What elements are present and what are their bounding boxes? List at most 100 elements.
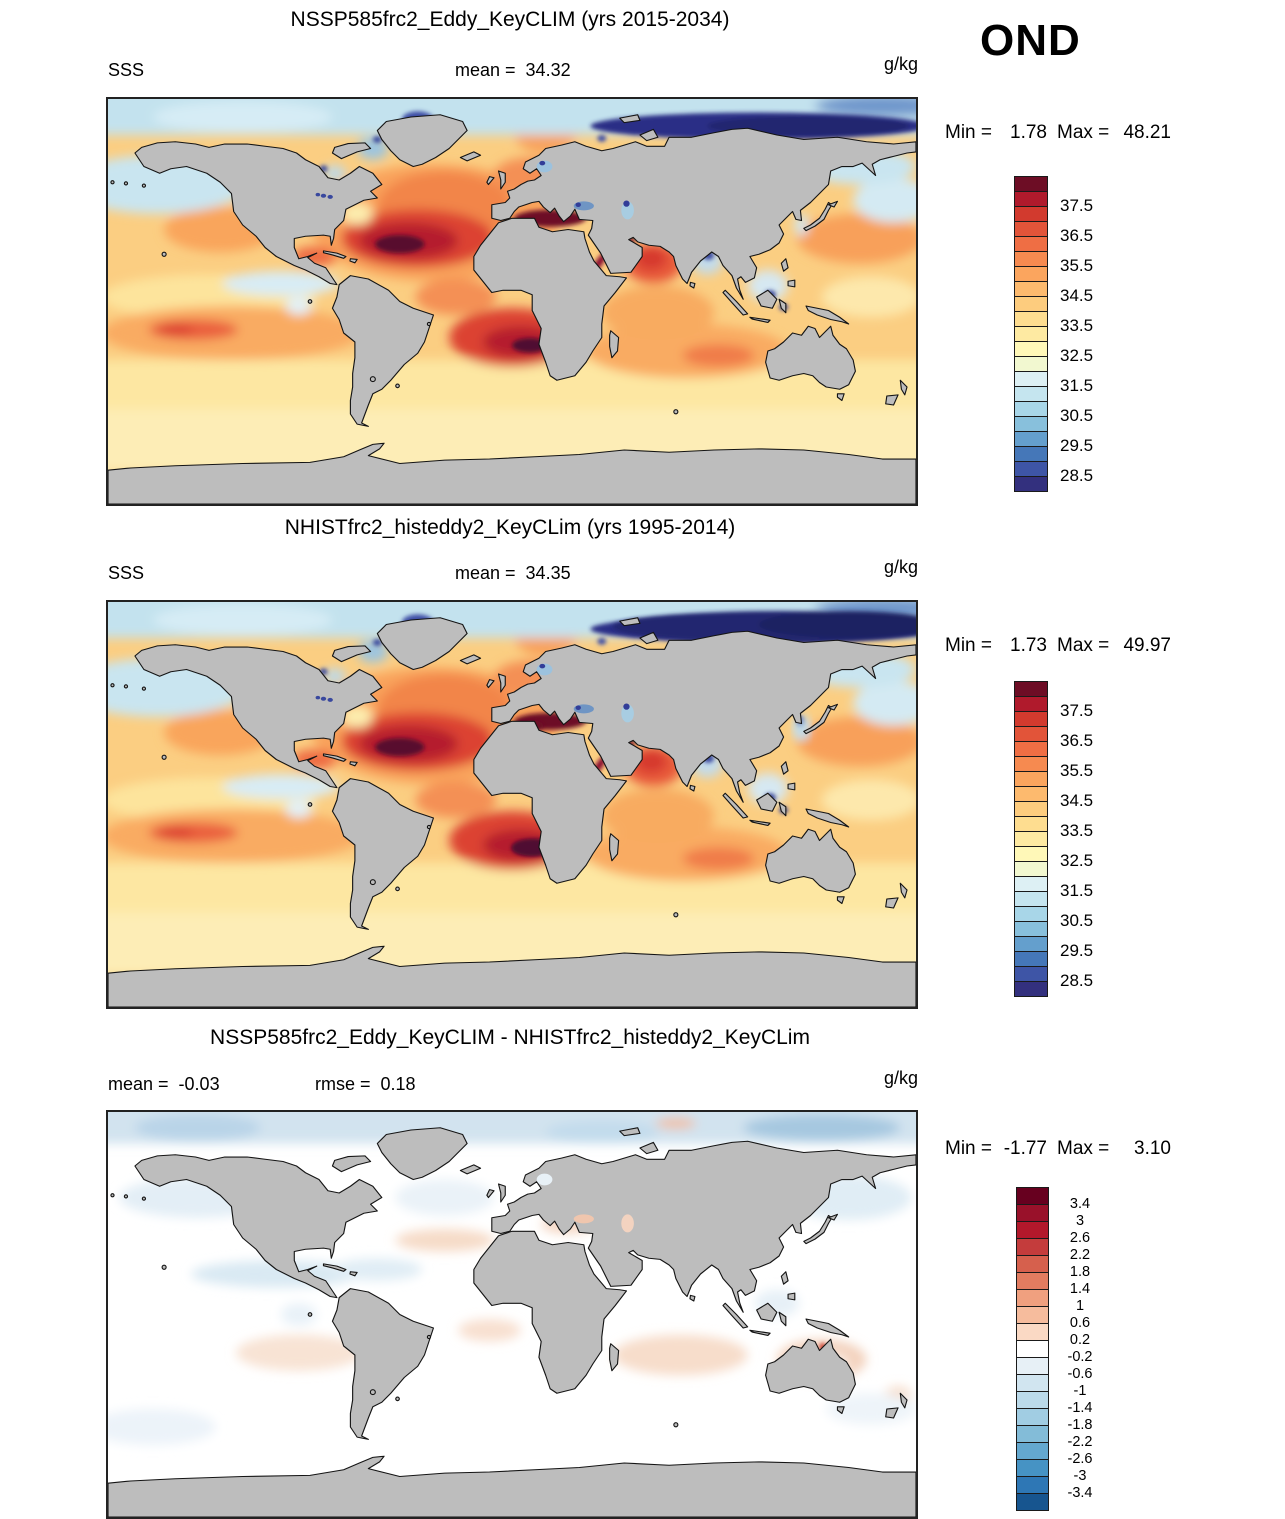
colorbar-tick-label: 33.5: [1060, 316, 1094, 335]
colorbar-segment: [1016, 1442, 1049, 1460]
colorbar-segment: [1014, 476, 1048, 492]
colorbar-segment: [1016, 1374, 1049, 1392]
colorbar-segment: [1014, 756, 1048, 772]
panel3-rmse-value: 0.18: [380, 1074, 416, 1094]
panel2-max-label: Max =: [1057, 635, 1110, 656]
panel3-max-value: 3.10: [1134, 1138, 1171, 1159]
panel2-min-label: Min =: [945, 635, 992, 656]
panel1-max-label: Max =: [1057, 122, 1110, 143]
panel3-minmax-readout: Min = -1.77 Max = 3.10: [945, 1138, 1171, 1160]
colorbar-tick-label: 31.5: [1060, 376, 1094, 395]
panel3-map: [106, 1110, 918, 1519]
colorbar-segment: [1014, 236, 1048, 252]
colorbar-tick-label: 29.5: [1060, 941, 1094, 960]
colorbar-segment: [1014, 936, 1048, 952]
colorbar-segment: [1014, 771, 1048, 787]
colorbar-segment: [1014, 681, 1048, 697]
panel3-max-label: Max =: [1057, 1138, 1110, 1159]
colorbar-segment: [1016, 1493, 1049, 1511]
colorbar-tick-label: 32.5: [1060, 346, 1094, 365]
colorbar-tick-label: -1: [1073, 1383, 1087, 1399]
panel3-units-label: g/kg: [883, 1068, 918, 1088]
colorbar-segment: [1014, 786, 1048, 802]
panel1-mean-readout: mean = 34.32: [455, 60, 571, 81]
colorbar-segment: [1016, 1459, 1049, 1477]
colorbar-segment: [1014, 311, 1048, 327]
colorbar-segment: [1014, 966, 1048, 982]
panel1-units-label: g/kg: [883, 54, 918, 74]
colorbar-segment: [1014, 251, 1048, 267]
panel2-colorbar-bar: [1014, 681, 1048, 997]
colorbar-tick-label: -1.4: [1067, 1400, 1093, 1416]
panel1-mean-value: 34.32: [525, 60, 571, 80]
colorbar-segment: [1014, 921, 1048, 937]
colorbar-tick-label: -1.8: [1067, 1417, 1093, 1433]
colorbar-tick-label: 0.2: [1069, 1332, 1091, 1348]
colorbar-tick-label: -2.2: [1067, 1434, 1093, 1450]
colorbar-tick-label: 34.5: [1060, 791, 1094, 810]
colorbar-segment: [1014, 891, 1048, 907]
panel1-min-label: Min =: [945, 122, 992, 143]
colorbar-segment: [1016, 1425, 1049, 1443]
colorbar-segment: [1016, 1238, 1049, 1256]
panel1-map: [106, 97, 918, 506]
colorbar-tick-label: -0.2: [1067, 1349, 1093, 1365]
colorbar-tick-label: 1.4: [1069, 1281, 1091, 1297]
colorbar-tick-label: 37.5: [1060, 701, 1094, 720]
colorbar-segment: [1016, 1204, 1049, 1222]
colorbar-segment: [1014, 221, 1048, 237]
panel1-map-svg: [108, 99, 916, 504]
panel2-minmax-readout: Min = 1.73 Max = 49.97: [945, 635, 1171, 657]
colorbar-segment: [1014, 711, 1048, 727]
colorbar-segment: [1014, 431, 1048, 447]
panel1-colorbar-bar: [1014, 176, 1048, 492]
panel3-map-svg: [108, 1112, 916, 1517]
colorbar-segment: [1014, 356, 1048, 372]
colorbar-segment: [1014, 296, 1048, 312]
colorbar-tick-label: 1: [1075, 1298, 1085, 1314]
panel2-variable-label: SSS: [108, 563, 145, 583]
colorbar-segment: [1016, 1391, 1049, 1409]
panel3-colorbar-bar: [1016, 1187, 1049, 1511]
panel2-title: NHISTfrc2_histeddy2_KeyCLim (yrs 1995-20…: [284, 516, 736, 539]
panel2-map: [106, 600, 918, 1009]
panel1-title: NSSP585frc2_Eddy_KeyCLIM (yrs 2015-2034): [290, 8, 730, 31]
colorbar-segment: [1014, 981, 1048, 997]
colorbar-tick-label: -3: [1073, 1468, 1087, 1484]
panel1-mean-label: mean =: [455, 60, 516, 80]
colorbar-tick-label: 35.5: [1060, 256, 1094, 275]
colorbar-segment: [1016, 1221, 1049, 1239]
colorbar-segment: [1016, 1255, 1049, 1273]
colorbar-segment: [1016, 1272, 1049, 1290]
panel1-variable-label: SSS: [108, 60, 145, 80]
colorbar-segment: [1016, 1289, 1049, 1307]
panel1-max-value: 48.21: [1123, 122, 1171, 143]
colorbar-tick-label: 2.6: [1069, 1230, 1091, 1246]
panel2-colorbar: 37.5 36.5 35.5 34.5 33.5 32.5 31.5 30.5 29.5 28.5: [1014, 681, 1093, 997]
colorbar-segment: [1014, 461, 1048, 477]
colorbar-segment: [1014, 371, 1048, 387]
panel3-rmse-label: rmse =: [315, 1074, 371, 1094]
panel3-title: NSSP585frc2_Eddy_KeyCLIM - NHISTfrc2_his…: [210, 1026, 810, 1049]
colorbar-tick-label: -2.6: [1067, 1451, 1093, 1467]
panel2-units-label: g/kg: [883, 557, 918, 577]
colorbar-segment: [1014, 726, 1048, 742]
colorbar-tick-label: 1.8: [1069, 1264, 1091, 1280]
panel3-colorbar: 3.4 3 2.6 2.2 1.8 1.4 1 0.6 0.2 -0.2 -0.6 -1 -1.4 -1.…: [1016, 1187, 1093, 1511]
colorbar-tick-label: 33.5: [1060, 821, 1094, 840]
colorbar-segment: [1014, 696, 1048, 712]
colorbar-segment: [1014, 176, 1048, 192]
colorbar-segment: [1014, 876, 1048, 892]
colorbar-segment: [1016, 1187, 1049, 1205]
panel3-mean-value: -0.03: [178, 1074, 220, 1094]
colorbar-tick-label: 0.6: [1069, 1315, 1091, 1331]
panel2-min-value: 1.73: [1010, 635, 1047, 656]
panel1-colorbar: 37.5 36.5 35.5 34.5 33.5 32.5 31.5 30.5 29.5 28.5: [1014, 176, 1093, 492]
panel2-mean-label: mean =: [455, 563, 516, 583]
season-label: OND: [980, 16, 1081, 65]
colorbar-tick-label: 3.4: [1069, 1196, 1091, 1212]
panel2-map-svg: [108, 602, 916, 1007]
colorbar-segment: [1014, 206, 1048, 222]
colorbar-segment: [1016, 1476, 1049, 1494]
colorbar-tick-label: 36.5: [1060, 731, 1094, 750]
